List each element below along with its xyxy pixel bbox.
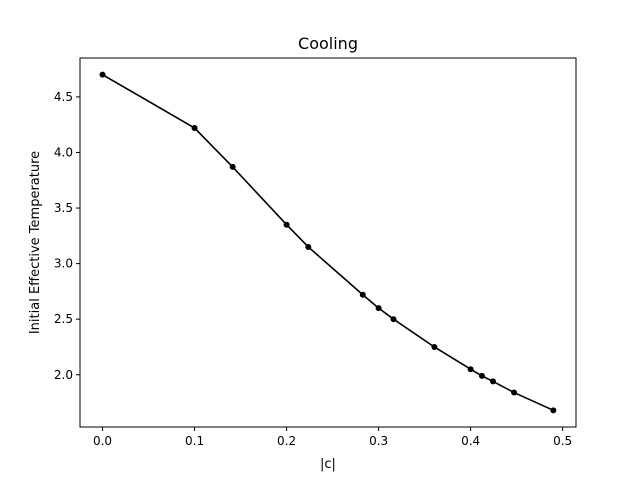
data-point xyxy=(431,343,438,350)
x-tick-label: 0.4 xyxy=(461,434,480,448)
chart-title: Cooling xyxy=(298,34,358,53)
y-axis-label: Initial Effective Temperature xyxy=(28,151,43,334)
plot-frame xyxy=(79,57,577,428)
data-point xyxy=(305,243,312,250)
y-tick-label: 2.0 xyxy=(54,368,73,382)
data-point xyxy=(99,71,106,78)
data-point xyxy=(283,221,290,228)
data-point xyxy=(467,366,474,373)
x-tick-label: 0.5 xyxy=(553,434,572,448)
x-axis: 0.0 0.1 0.2 0.3 0.4 0.5 xyxy=(93,427,572,448)
series-line xyxy=(102,73,554,412)
series-group xyxy=(99,71,557,414)
data-point xyxy=(511,389,518,396)
y-tick-label: 2.5 xyxy=(54,312,73,326)
data-point xyxy=(359,291,366,298)
data-point xyxy=(489,378,496,385)
data-point xyxy=(550,407,557,414)
data-point xyxy=(191,125,198,132)
y-tick-label: 3.5 xyxy=(54,201,73,215)
data-point xyxy=(229,163,236,170)
x-axis-label: |c| xyxy=(320,457,336,472)
x-tick-label: 0.3 xyxy=(369,434,388,448)
y-tick-label: 4.0 xyxy=(54,145,73,159)
y-axis: 2.0 2.5 3.0 3.5 4.0 4.5 xyxy=(54,90,80,382)
x-tick-label: 0.0 xyxy=(93,434,112,448)
x-tick-label: 0.2 xyxy=(277,434,296,448)
data-point xyxy=(390,316,397,323)
x-tick-label: 0.1 xyxy=(185,434,204,448)
data-point xyxy=(375,305,382,312)
data-point xyxy=(478,372,485,379)
y-tick-label: 4.5 xyxy=(54,90,73,104)
y-tick-label: 3.0 xyxy=(54,257,73,271)
